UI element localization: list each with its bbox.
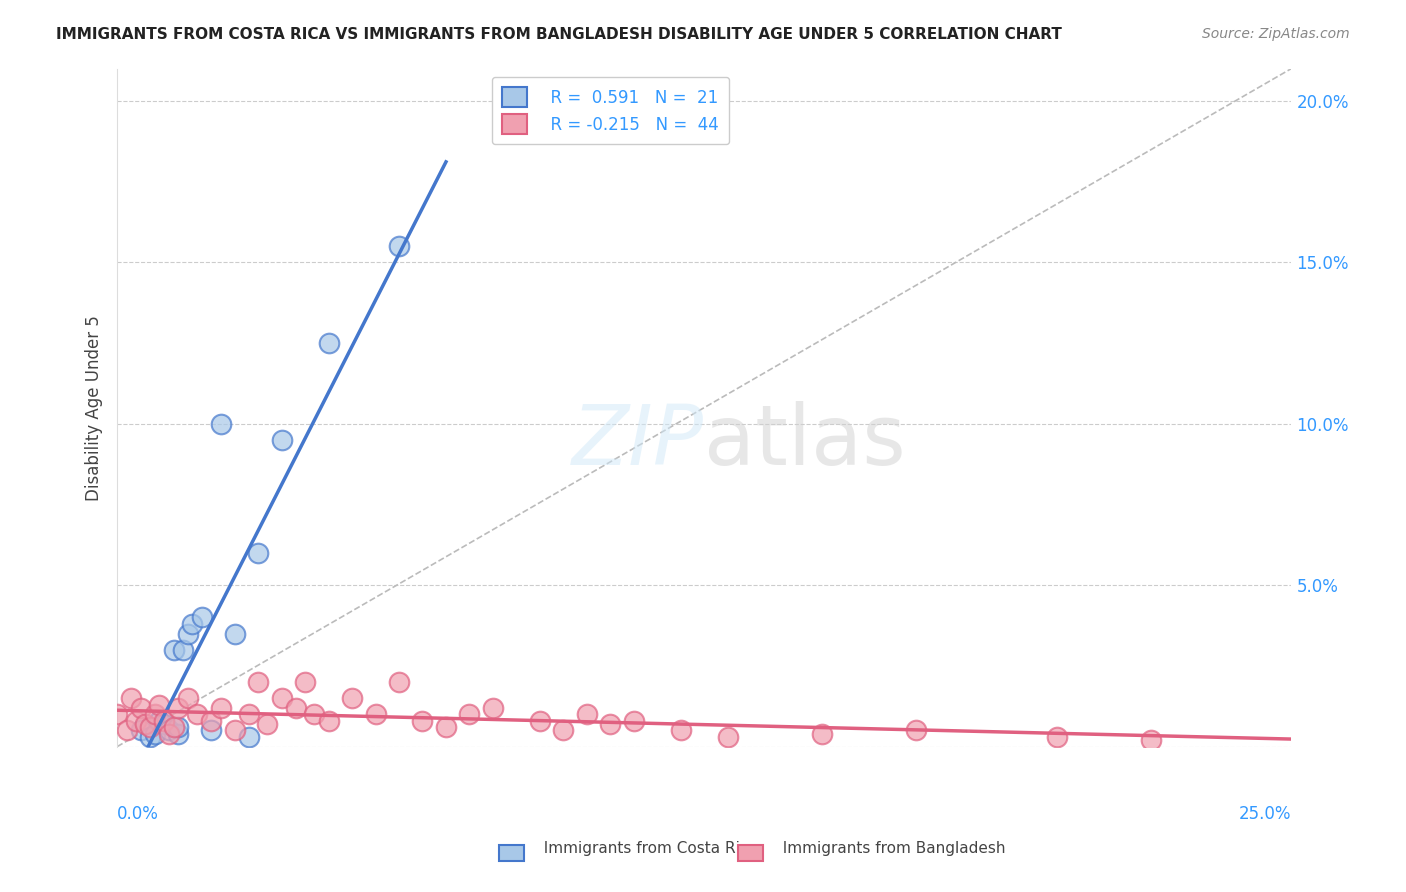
Point (148, 698, 170, 712)
Point (388, 675, 411, 690)
Point (482, 701, 505, 715)
Point (810, 727, 832, 741)
Text: 25.0%: 25.0% (1239, 805, 1292, 822)
Point (669, 723, 692, 738)
Point (162, 642, 184, 657)
Point (294, 675, 316, 690)
Text: ZIP: ZIP (572, 401, 704, 482)
Text: Immigrants from Costa Rica: Immigrants from Costa Rica (534, 841, 758, 856)
Text: atlas: atlas (704, 401, 905, 482)
Point (458, 707, 481, 722)
Point (224, 626, 246, 640)
Point (157, 727, 180, 741)
Point (1045, 730, 1067, 744)
Point (167, 720, 190, 734)
Point (623, 714, 645, 728)
Point (575, 707, 598, 722)
Point (139, 720, 162, 734)
Y-axis label: Disability Age Under 5: Disability Age Under 5 (86, 315, 103, 500)
Point (172, 642, 194, 657)
Text: Source: ZipAtlas.com: Source: ZipAtlas.com (1202, 27, 1350, 41)
Point (238, 730, 260, 744)
Point (153, 714, 176, 728)
Text: Immigrants from Bangladesh: Immigrants from Bangladesh (773, 841, 1005, 856)
Point (157, 723, 180, 738)
Point (209, 417, 232, 431)
Point (247, 675, 270, 690)
Point (176, 626, 198, 640)
Point (434, 720, 457, 734)
Point (318, 336, 340, 351)
Point (209, 701, 232, 715)
Point (304, 707, 326, 722)
Point (284, 701, 307, 715)
Point (143, 707, 166, 722)
Point (200, 714, 222, 728)
Point (176, 691, 198, 706)
Point (143, 727, 166, 741)
Point (115, 723, 138, 738)
Point (411, 714, 433, 728)
Text: IMMIGRANTS FROM COSTA RICA VS IMMIGRANTS FROM BANGLADESH DISABILITY AGE UNDER 5 : IMMIGRANTS FROM COSTA RICA VS IMMIGRANTS… (56, 27, 1062, 42)
Point (1139, 733, 1161, 747)
Point (388, 239, 411, 253)
Point (224, 723, 246, 738)
Point (529, 714, 551, 728)
Legend:   R =  0.591   N =  21,   R = -0.215   N =  44: R = 0.591 N = 21, R = -0.215 N = 44 (492, 77, 728, 145)
Point (270, 691, 292, 706)
Point (167, 727, 190, 741)
Point (186, 707, 208, 722)
Point (340, 691, 363, 706)
Point (129, 723, 152, 738)
Point (238, 707, 260, 722)
Point (190, 610, 212, 624)
Point (270, 433, 292, 447)
Point (105, 707, 128, 722)
Point (125, 714, 148, 728)
Point (129, 701, 152, 715)
Point (318, 714, 340, 728)
Point (120, 691, 142, 706)
Point (181, 616, 204, 631)
Point (162, 720, 184, 734)
Point (134, 717, 156, 731)
Text: 0.0%: 0.0% (117, 805, 159, 822)
Point (247, 546, 270, 560)
Point (904, 723, 927, 738)
Point (200, 723, 222, 738)
Point (599, 717, 621, 731)
Point (167, 701, 190, 715)
Point (364, 707, 387, 722)
Point (139, 730, 162, 744)
Point (553, 723, 575, 738)
Point (717, 730, 740, 744)
Point (256, 717, 278, 731)
Point (153, 717, 176, 731)
Point (148, 714, 170, 728)
